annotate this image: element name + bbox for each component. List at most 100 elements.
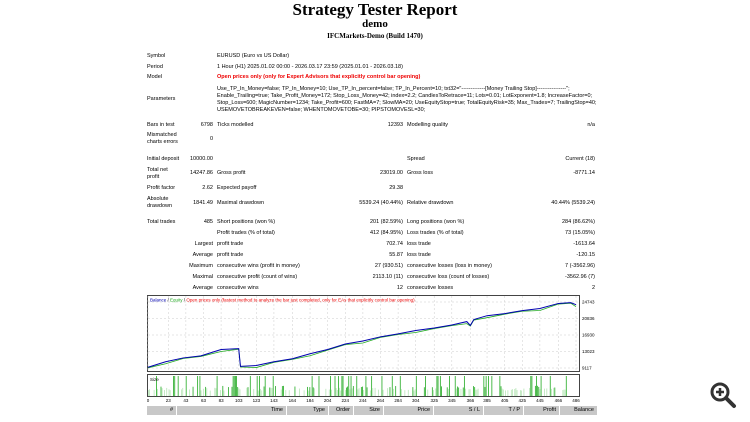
column-header[interactable]: Time (177, 406, 287, 415)
size-bar (263, 386, 265, 396)
size-bar (358, 388, 360, 396)
size-bar (392, 388, 394, 396)
size-bar (520, 390, 521, 396)
column-header[interactable]: Balance (560, 406, 598, 415)
size-bar (283, 385, 284, 396)
size-bar (449, 376, 450, 396)
size-bar (436, 376, 438, 396)
size-bar (223, 390, 225, 396)
size-bar (214, 387, 216, 396)
rel-dd-value: 40.44% (5539.24) (551, 200, 595, 206)
size-bar (335, 388, 337, 396)
largest-profit-label: profit trade (217, 241, 244, 247)
size-bar (294, 386, 296, 396)
size-bar (441, 386, 442, 396)
size-bar (288, 390, 290, 396)
size-bar (357, 389, 359, 396)
balance-chart: Balance / Equity / Open prices only (fas… (147, 295, 595, 403)
short-label: Short positions (won %) (217, 219, 276, 225)
largest-loss-value: -1613.64 (573, 241, 595, 247)
column-header[interactable]: S / L (434, 406, 484, 415)
size-bar (431, 387, 433, 396)
size-bar (200, 390, 202, 396)
x-tick-label: 123 (253, 398, 261, 403)
size-bar (148, 390, 149, 396)
x-tick-label: 284 (394, 398, 402, 403)
size-bar (309, 387, 311, 396)
size-bar (454, 376, 456, 396)
net-value: 14247.86 (190, 170, 213, 176)
period-value: 1 Hour (H1) 2025.01.02 00:00 - 2026.03.1… (217, 64, 403, 70)
bars-value: 6798 (200, 122, 213, 128)
size-bar (415, 376, 417, 396)
loss-trades-value: 73 (15.05%) (565, 230, 595, 236)
average-label: Average (192, 252, 213, 258)
x-tick-label: 204 (324, 398, 332, 403)
column-header[interactable]: Profit (524, 406, 560, 415)
size-bar (476, 389, 478, 396)
abs-dd-value: 1841.49 (193, 200, 213, 206)
column-header[interactable]: Order (329, 406, 354, 415)
zoom-in-icon[interactable] (708, 380, 738, 410)
size-bar (523, 388, 525, 396)
size-bar (185, 376, 187, 396)
size-bar (303, 390, 305, 396)
x-tick-label: 23 (166, 398, 172, 403)
gross-profit-label: Gross profit (217, 170, 246, 176)
size-bar (475, 389, 477, 396)
size-bar (360, 386, 362, 396)
column-header[interactable]: Price (384, 406, 434, 415)
size-bar (308, 390, 310, 396)
x-tick-label: 425 (519, 398, 527, 403)
max-dd-value: 5539.24 (40.44%) (359, 200, 403, 206)
column-header[interactable]: # (147, 406, 177, 415)
x-tick-label: 224 (342, 398, 350, 403)
size-bar (446, 387, 448, 396)
size-bar (512, 389, 513, 396)
x-tick-label: 486 (572, 398, 580, 403)
size-bar (463, 376, 465, 396)
abs-dd-label-1: Absolute (147, 196, 169, 202)
size-bar (546, 388, 548, 396)
pf-value: 2.62 (202, 185, 213, 191)
x-tick-label: 83 (219, 398, 225, 403)
size-bar (349, 389, 351, 396)
size-bar (272, 376, 274, 396)
size-bar (549, 376, 551, 396)
column-header[interactable]: Type (287, 406, 329, 415)
size-bar (423, 387, 425, 396)
size-bar (246, 387, 248, 396)
parameters-label: Parameters (147, 96, 176, 102)
size-bar (269, 387, 271, 396)
x-tick-label: 325 (430, 398, 438, 403)
size-bar (502, 389, 504, 396)
x-tick-label: 445 (536, 398, 544, 403)
size-bar (311, 376, 313, 396)
spread-label: Spread (407, 156, 425, 162)
size-bar (474, 387, 476, 396)
column-header[interactable]: T / P (484, 406, 524, 415)
size-bar (372, 388, 374, 396)
size-bar (530, 376, 532, 396)
size-bar (538, 386, 540, 396)
gross-loss-value: -8771.14 (573, 170, 595, 176)
size-bar (477, 388, 479, 396)
size-bar (462, 387, 464, 396)
size-bar (331, 389, 332, 396)
y-tick-label: 13023 (582, 349, 595, 354)
size-bar (356, 376, 358, 396)
size-bar (153, 389, 155, 396)
size-bar (173, 376, 174, 396)
symbol-label: Symbol (147, 53, 166, 59)
size-bar (363, 389, 365, 396)
size-bar (342, 376, 344, 396)
size-bar (164, 390, 165, 396)
column-header[interactable]: Size (354, 406, 384, 415)
max-cons-losses-label: consecutive losses (loss in money) (407, 263, 492, 269)
size-bar (458, 387, 460, 396)
payoff-label: Expected payoff (217, 185, 257, 191)
size-bar (339, 387, 340, 396)
size-bar (199, 376, 201, 396)
size-bar (389, 387, 391, 396)
size-bar (510, 389, 512, 396)
